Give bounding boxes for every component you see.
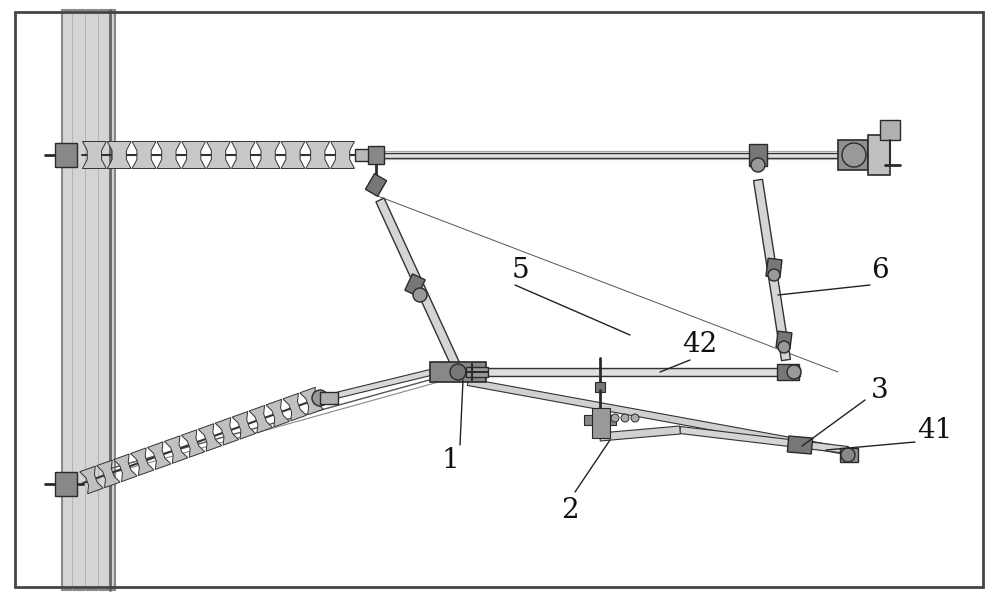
Polygon shape <box>777 364 799 380</box>
Polygon shape <box>80 466 103 494</box>
Circle shape <box>787 365 801 379</box>
Bar <box>584 415 616 425</box>
Text: 5: 5 <box>511 257 529 284</box>
Circle shape <box>593 423 607 437</box>
Circle shape <box>413 288 427 302</box>
Polygon shape <box>331 141 355 168</box>
Circle shape <box>621 414 629 422</box>
Bar <box>466 367 488 377</box>
Polygon shape <box>82 141 106 168</box>
Bar <box>62 10 115 590</box>
Polygon shape <box>215 418 239 445</box>
Text: 2: 2 <box>561 496 579 523</box>
Bar <box>355 149 373 161</box>
Circle shape <box>631 414 639 422</box>
Polygon shape <box>600 426 680 441</box>
Polygon shape <box>107 141 131 168</box>
Polygon shape <box>680 427 848 454</box>
Circle shape <box>751 158 765 172</box>
Polygon shape <box>198 424 222 451</box>
Bar <box>840 448 858 462</box>
Polygon shape <box>256 141 280 168</box>
Text: 42: 42 <box>682 332 718 359</box>
Text: 3: 3 <box>871 376 889 403</box>
Polygon shape <box>283 393 306 421</box>
Polygon shape <box>131 448 154 475</box>
Bar <box>55 143 77 167</box>
Polygon shape <box>231 141 255 168</box>
Bar <box>595 382 605 392</box>
Polygon shape <box>232 412 256 439</box>
Polygon shape <box>300 387 323 415</box>
Polygon shape <box>281 141 305 168</box>
Polygon shape <box>97 460 120 487</box>
Text: 6: 6 <box>871 257 889 284</box>
Bar <box>430 362 486 382</box>
Polygon shape <box>164 436 188 463</box>
Circle shape <box>312 390 328 406</box>
Circle shape <box>842 143 866 167</box>
Circle shape <box>778 341 790 353</box>
Bar <box>320 392 338 404</box>
Polygon shape <box>207 141 230 168</box>
Polygon shape <box>405 274 425 296</box>
Bar <box>838 140 868 170</box>
Circle shape <box>841 448 855 462</box>
Polygon shape <box>749 144 767 166</box>
Bar <box>868 135 890 175</box>
Polygon shape <box>182 141 206 168</box>
Circle shape <box>611 414 619 422</box>
Polygon shape <box>776 331 792 349</box>
Text: 41: 41 <box>917 416 953 444</box>
Polygon shape <box>157 141 181 168</box>
Polygon shape <box>266 400 289 427</box>
Polygon shape <box>365 174 387 197</box>
Circle shape <box>768 269 780 281</box>
Polygon shape <box>181 430 205 457</box>
Polygon shape <box>249 406 272 433</box>
Bar <box>368 146 384 164</box>
Polygon shape <box>147 442 171 469</box>
Bar <box>55 472 77 496</box>
Polygon shape <box>787 436 813 454</box>
Polygon shape <box>114 454 137 481</box>
Polygon shape <box>337 364 454 398</box>
Bar <box>592 408 610 438</box>
Polygon shape <box>306 141 330 168</box>
Circle shape <box>450 364 466 380</box>
Polygon shape <box>467 379 841 453</box>
Polygon shape <box>132 141 156 168</box>
Text: 1: 1 <box>441 447 459 474</box>
Bar <box>880 120 900 140</box>
Polygon shape <box>372 153 862 157</box>
Polygon shape <box>766 258 782 278</box>
Polygon shape <box>754 179 790 361</box>
Polygon shape <box>376 198 462 372</box>
Polygon shape <box>468 368 800 376</box>
